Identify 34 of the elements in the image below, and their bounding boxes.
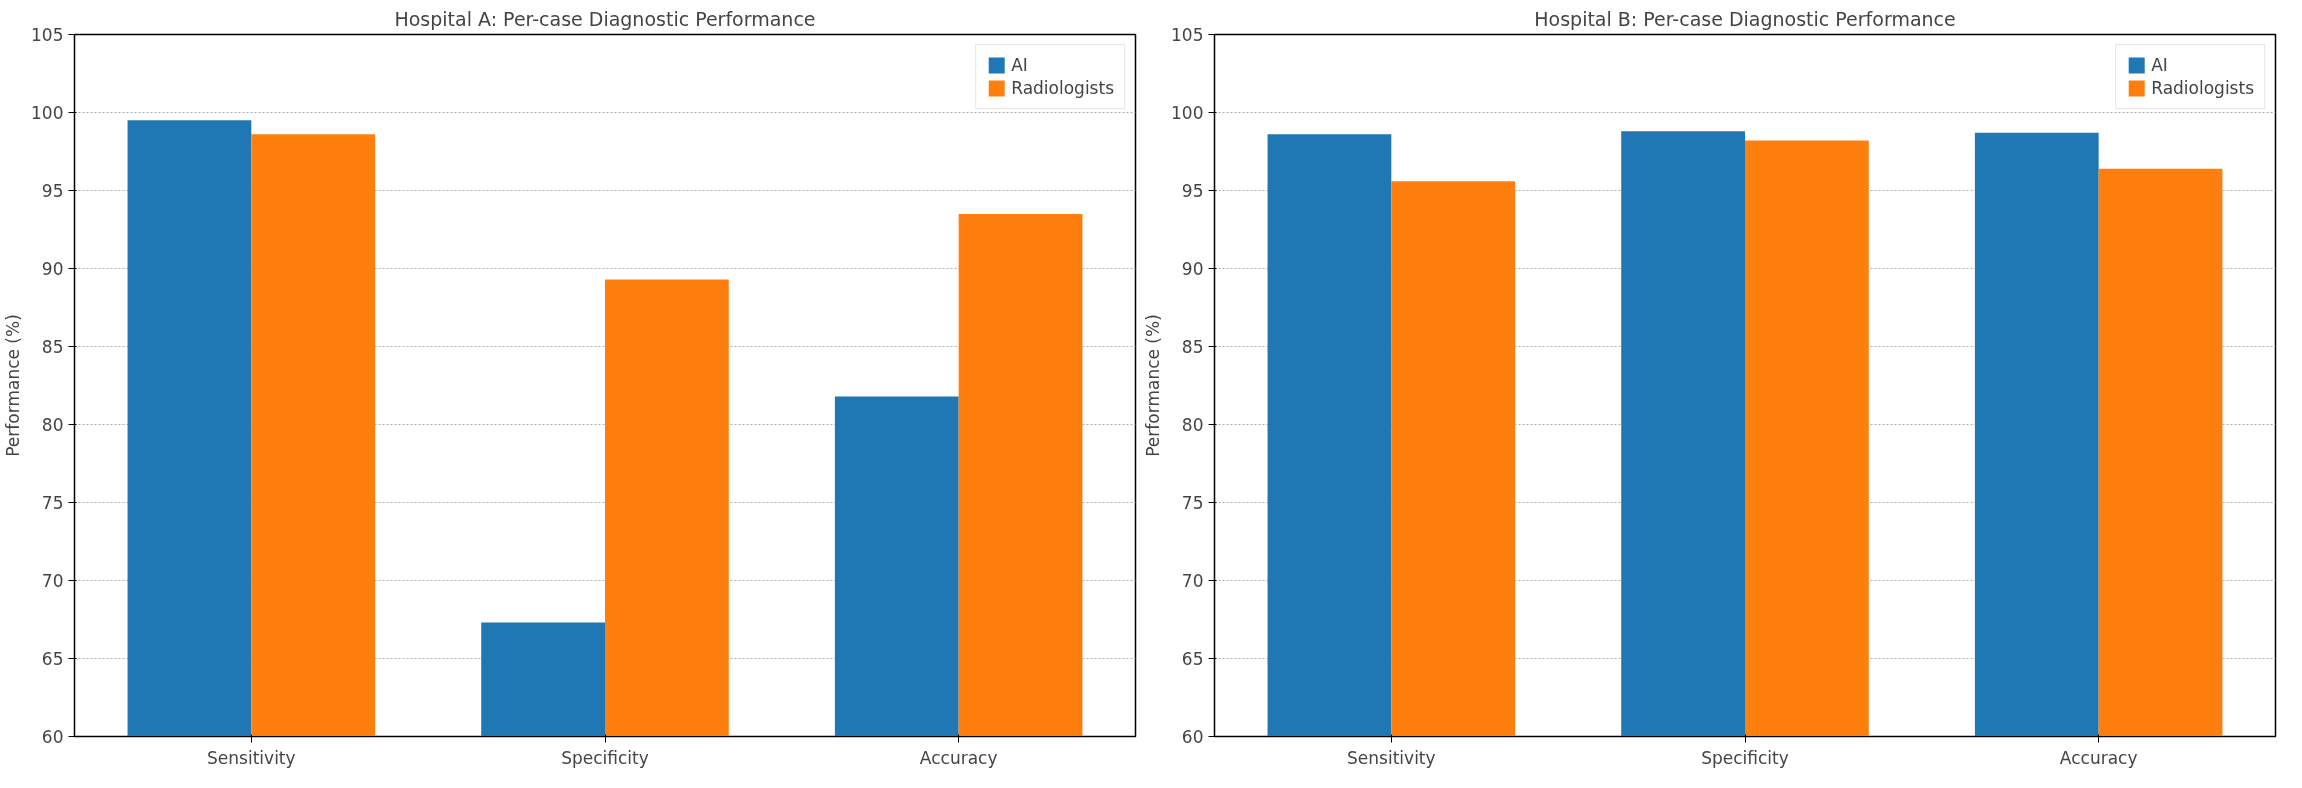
y-tick-label: 90 bbox=[41, 259, 64, 279]
legend-label: Radiologists bbox=[2151, 78, 2254, 98]
y-axis-title: Performance (%) bbox=[1143, 314, 1164, 457]
y-tick-label: 95 bbox=[41, 181, 64, 201]
legend-label: AI bbox=[1011, 55, 1029, 75]
y-axis-title: Performance (%) bbox=[3, 314, 24, 457]
chart-title: Hospital B: Per-case Diagnostic Performance bbox=[1534, 7, 1956, 30]
legend-label: Radiologists bbox=[1011, 78, 1114, 98]
y-tick-label: 70 bbox=[1181, 571, 1204, 591]
y-tick-label: 90 bbox=[1181, 259, 1204, 279]
y-tick-label: 70 bbox=[41, 571, 64, 591]
y-tick-label: 60 bbox=[41, 727, 64, 747]
y-tick-label: 100 bbox=[31, 103, 64, 123]
x-tick-label: Accuracy bbox=[2059, 747, 2138, 768]
x-tick-label: Accuracy bbox=[919, 747, 998, 768]
y-tick-label: 75 bbox=[1181, 493, 1204, 513]
y-tick-label: 75 bbox=[41, 493, 64, 513]
x-tick-label: Sensitivity bbox=[207, 747, 296, 768]
y-tick-label: 65 bbox=[41, 649, 64, 669]
legend-label: AI bbox=[2151, 55, 2169, 75]
y-tick-label: 85 bbox=[1181, 337, 1204, 357]
x-tick-label: Specificity bbox=[1701, 747, 1789, 768]
y-tick-label: 95 bbox=[1181, 181, 1204, 201]
y-tick-label: 65 bbox=[1181, 649, 1204, 669]
y-tick-label: 105 bbox=[31, 25, 64, 45]
y-tick-label: 105 bbox=[1171, 25, 1204, 45]
y-tick-label: 100 bbox=[1171, 103, 1204, 123]
y-tick-label: 60 bbox=[1181, 727, 1204, 747]
chart-title: Hospital A: Per-case Diagnostic Performance bbox=[394, 7, 816, 30]
y-tick-label: 80 bbox=[1181, 415, 1204, 435]
y-tick-label: 80 bbox=[41, 415, 64, 435]
y-tick-label: 85 bbox=[41, 337, 64, 357]
x-tick-label: Specificity bbox=[561, 747, 649, 768]
x-tick-label: Sensitivity bbox=[1347, 747, 1436, 768]
